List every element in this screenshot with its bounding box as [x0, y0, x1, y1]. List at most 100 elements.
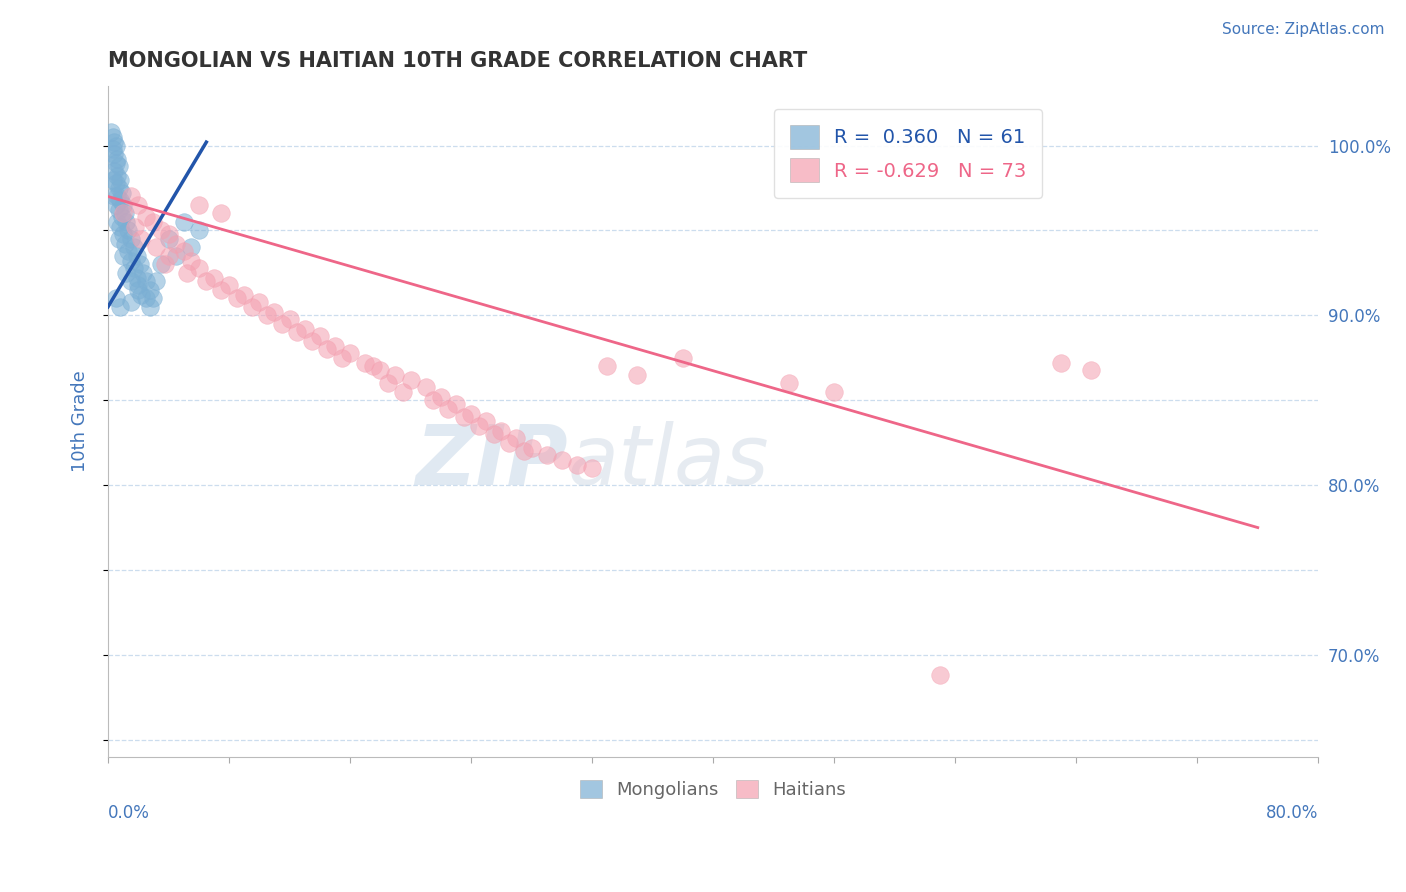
Point — [139, 283, 162, 297]
Point — [145, 274, 167, 288]
Point — [415, 379, 437, 393]
Point — [135, 274, 157, 288]
Point — [165, 237, 187, 252]
Text: ZIP: ZIP — [415, 421, 568, 502]
Point — [247, 294, 270, 309]
Point — [368, 362, 391, 376]
Point — [104, 198, 127, 212]
Point — [104, 155, 127, 169]
Point — [467, 418, 489, 433]
Point — [157, 232, 180, 246]
Point — [225, 291, 247, 305]
Point — [155, 257, 177, 271]
Text: 0.0%: 0.0% — [108, 805, 150, 822]
Point — [103, 147, 125, 161]
Point — [581, 461, 603, 475]
Point — [108, 193, 131, 207]
Point — [929, 668, 952, 682]
Point — [129, 288, 152, 302]
Point — [176, 266, 198, 280]
Point — [422, 393, 444, 408]
Point — [104, 176, 127, 190]
Point — [211, 206, 233, 220]
Point — [437, 401, 460, 416]
Point — [117, 244, 139, 258]
Point — [149, 223, 172, 237]
Point — [1080, 362, 1102, 376]
Point — [122, 240, 145, 254]
Point — [626, 368, 648, 382]
Point — [202, 271, 225, 285]
Point — [596, 359, 619, 374]
Point — [129, 232, 152, 246]
Point — [108, 172, 131, 186]
Point — [149, 257, 172, 271]
Point — [460, 407, 482, 421]
Point — [145, 240, 167, 254]
Point — [114, 206, 136, 220]
Point — [107, 232, 129, 246]
Point — [316, 343, 339, 357]
Text: Source: ZipAtlas.com: Source: ZipAtlas.com — [1222, 22, 1385, 37]
Point — [117, 223, 139, 237]
Point — [128, 257, 150, 271]
Point — [384, 368, 406, 382]
Point — [105, 215, 128, 229]
Point — [125, 271, 148, 285]
Point — [475, 414, 498, 428]
Text: 80.0%: 80.0% — [1265, 805, 1319, 822]
Point — [142, 291, 165, 305]
Point — [127, 198, 149, 212]
Point — [233, 288, 256, 302]
Legend: Mongolians, Haitians: Mongolians, Haitians — [571, 771, 855, 808]
Point — [361, 359, 384, 374]
Point — [112, 206, 135, 220]
Point — [823, 384, 845, 399]
Point — [105, 169, 128, 183]
Point — [271, 317, 294, 331]
Point — [256, 309, 278, 323]
Point — [157, 227, 180, 241]
Point — [323, 339, 346, 353]
Point — [125, 249, 148, 263]
Point — [157, 249, 180, 263]
Point — [120, 274, 142, 288]
Point — [1050, 356, 1073, 370]
Point — [520, 441, 543, 455]
Point — [110, 186, 132, 200]
Point — [354, 356, 377, 370]
Point — [263, 305, 285, 319]
Point — [103, 189, 125, 203]
Point — [294, 322, 316, 336]
Point — [105, 189, 128, 203]
Point — [565, 458, 588, 472]
Point — [513, 444, 536, 458]
Point — [115, 215, 138, 229]
Point — [103, 135, 125, 149]
Point — [187, 260, 209, 275]
Point — [124, 220, 146, 235]
Point — [120, 189, 142, 203]
Point — [332, 351, 354, 365]
Point — [120, 294, 142, 309]
Point — [132, 266, 155, 280]
Point — [105, 152, 128, 166]
Point — [101, 130, 124, 145]
Point — [112, 227, 135, 241]
Point — [122, 260, 145, 275]
Point — [392, 384, 415, 399]
Point — [482, 427, 505, 442]
Point — [399, 373, 422, 387]
Point — [104, 138, 127, 153]
Point — [278, 311, 301, 326]
Point — [107, 181, 129, 195]
Point — [142, 215, 165, 229]
Point — [135, 210, 157, 224]
Point — [195, 274, 218, 288]
Point — [107, 159, 129, 173]
Point — [107, 203, 129, 218]
Point — [430, 390, 453, 404]
Point — [139, 300, 162, 314]
Y-axis label: 10th Grade: 10th Grade — [72, 370, 89, 473]
Text: atlas: atlas — [568, 421, 769, 502]
